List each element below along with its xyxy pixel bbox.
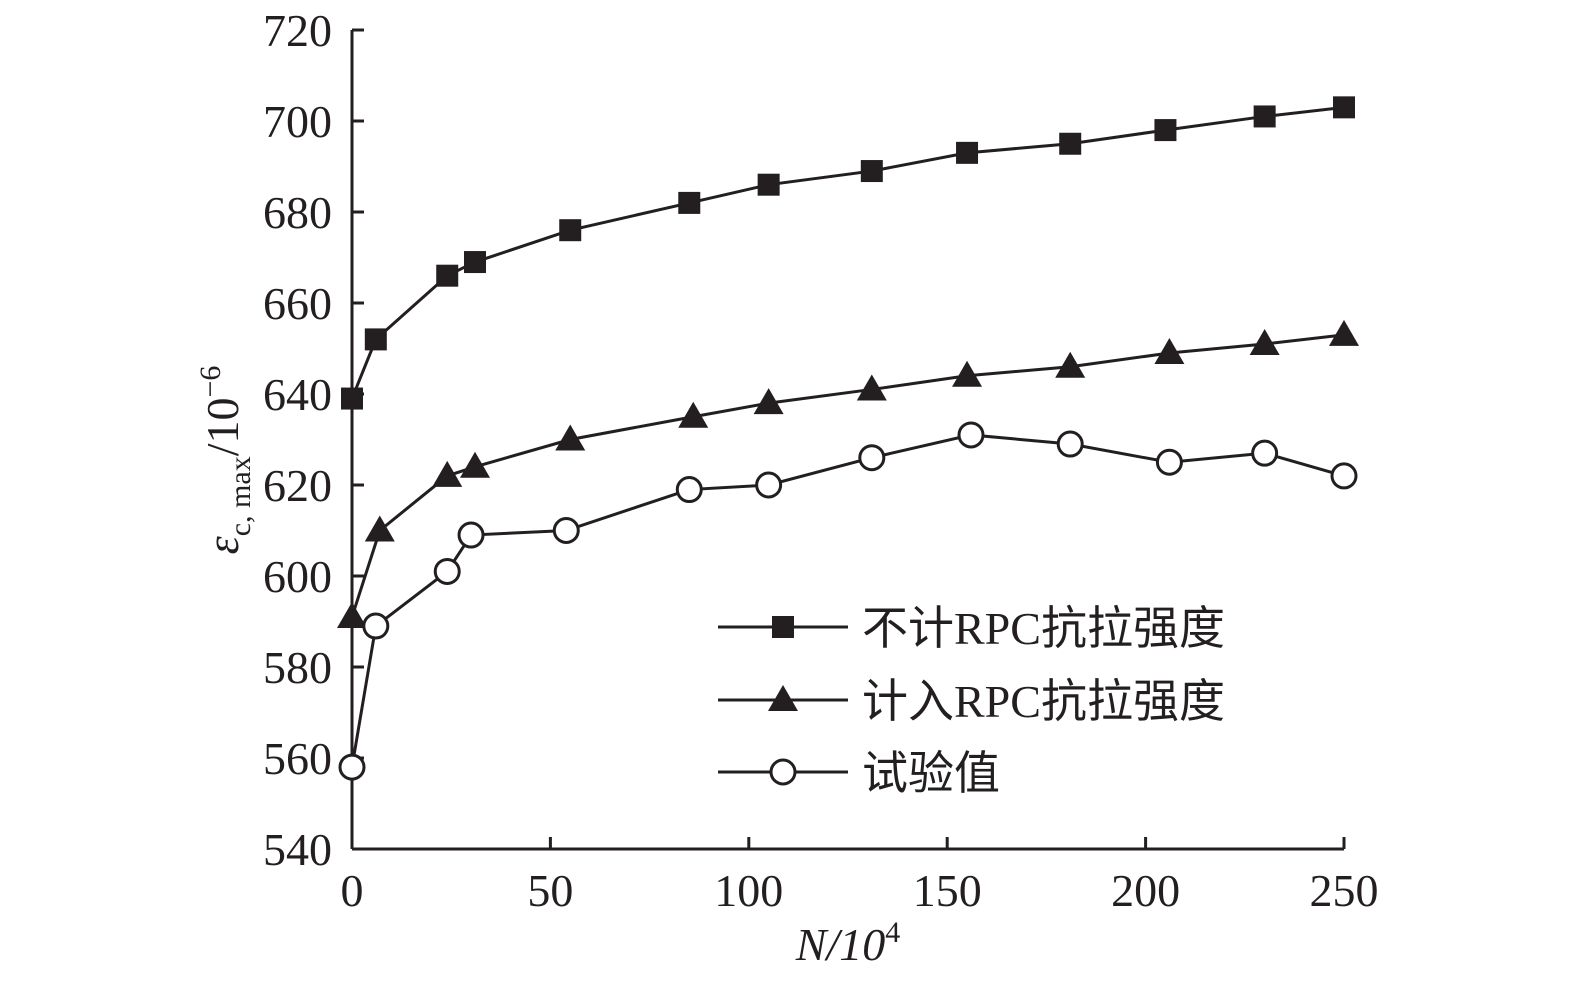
series-no-tensile-point	[757, 173, 780, 196]
series-test-point	[1251, 439, 1279, 467]
y-ticks: 540 560 580 600 620 640 660 680 700 720	[263, 5, 364, 875]
series-test-point	[552, 517, 580, 544]
axes	[350, 30, 1344, 851]
series-with-tensile-point	[1154, 338, 1185, 365]
series-test-point	[957, 421, 985, 449]
series-no-tensile-point	[956, 141, 979, 164]
series-with-tensile-point	[555, 424, 586, 451]
series-with-tensile-point	[856, 374, 887, 401]
x-axis-title-main: N/10	[795, 919, 885, 970]
y-tick-label: 680	[263, 187, 332, 238]
legend-marker	[768, 685, 798, 711]
series-layer	[337, 96, 1359, 781]
y-axis-title: εc, max/10−6	[194, 366, 257, 555]
series-no-tensile-point	[1253, 105, 1276, 128]
y-tick-label: 640	[263, 369, 332, 420]
legend-label: 计入RPC抗拉强度	[862, 676, 1225, 727]
series-with-tensile-point	[460, 451, 491, 478]
y-tick-label: 620	[263, 460, 332, 511]
y-tick-label: 580	[263, 642, 332, 693]
y-tick-label: 540	[263, 824, 332, 875]
x-axis-title: N/104	[795, 916, 900, 970]
y-axis-title-unit: /10	[197, 398, 248, 457]
series-test	[338, 421, 1358, 781]
series-no-tensile-point	[1333, 96, 1355, 119]
series-no-tensile-point	[436, 264, 459, 287]
series-with-tensile-point	[678, 401, 709, 428]
series-with-tensile-point	[337, 601, 367, 628]
y-axis-title-symbol: ε	[197, 535, 248, 554]
series-test-point	[362, 612, 390, 640]
series-test-point	[457, 521, 485, 549]
series-test-point	[433, 557, 461, 585]
y-tick-label: 720	[263, 5, 332, 56]
legend-item: 计入RPC抗拉强度	[718, 676, 1225, 727]
series-test-point	[1330, 462, 1358, 490]
legend-item: 试验值	[718, 748, 1000, 799]
series-with-tensile-point	[1055, 351, 1086, 378]
x-tick-label: 250	[1310, 865, 1379, 916]
series-with-tensile	[337, 319, 1359, 628]
x-tick-label: 100	[714, 865, 783, 916]
legend-marker	[772, 616, 794, 638]
series-test-point	[1155, 448, 1183, 476]
series-no-tensile-line	[350, 105, 1345, 400]
series-test-point	[1056, 430, 1084, 458]
legend-label: 不计RPC抗拉强度	[862, 603, 1225, 654]
x-axis-title-sup: 4	[885, 916, 900, 949]
series-no-tensile-point	[559, 219, 582, 242]
series-no-tensile-point	[341, 387, 363, 410]
series-no-tensile-point	[678, 191, 701, 214]
series-no-tensile-point	[464, 251, 487, 274]
series-no-tensile	[341, 96, 1355, 410]
series-no-tensile-point	[364, 328, 387, 351]
series-no-tensile-point	[1154, 119, 1177, 142]
y-tick-label: 700	[263, 96, 332, 147]
y-axis-title-sup: −6	[194, 366, 227, 398]
x-tick-label: 50	[527, 865, 573, 916]
series-with-tensile-point	[364, 515, 395, 542]
y-tick-label: 660	[263, 278, 332, 329]
series-with-tensile-point	[1249, 328, 1280, 355]
legend-item: 不计RPC抗拉强度	[718, 603, 1225, 654]
y-tick-label: 600	[263, 551, 332, 602]
series-with-tensile-point	[753, 388, 784, 415]
x-tick-label: 150	[913, 865, 982, 916]
y-axis-title-sub: c, max	[224, 456, 257, 536]
series-test-point	[858, 444, 886, 472]
x-tick-label: 0	[341, 865, 364, 916]
series-with-tensile-point	[1329, 319, 1359, 346]
legend-label: 试验值	[862, 748, 1000, 799]
series-with-tensile-point	[952, 360, 983, 387]
series-no-tensile-point	[860, 160, 883, 183]
series-with-tensile-line	[350, 333, 1345, 618]
series-no-tensile-point	[1059, 132, 1082, 155]
x-tick-label: 200	[1111, 865, 1180, 916]
series-with-tensile-point	[432, 460, 463, 487]
legend-marker	[769, 758, 797, 786]
x-ticks: 0 50 100 150 200 250	[341, 837, 1379, 916]
y-tick-label: 560	[263, 733, 332, 784]
series-test-point	[338, 753, 366, 781]
series-test-point	[755, 471, 783, 499]
series-test-point	[675, 476, 703, 504]
